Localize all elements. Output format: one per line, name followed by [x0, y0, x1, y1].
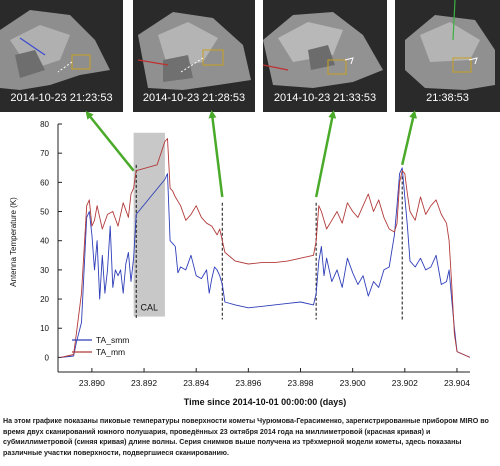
- y-axis-label: Antenna Temperature (K): [9, 197, 18, 287]
- y-tick-label: 40: [40, 237, 49, 246]
- thumbnail-4-timestamp: 21:38:53: [426, 92, 469, 104]
- pointer-arrow-2: [208, 110, 224, 198]
- legend-label-TA_smm: TA_smm: [96, 335, 129, 345]
- y-tick-label: 10: [40, 324, 49, 333]
- cal-region: [133, 132, 165, 317]
- x-axis-label: Time since 2014-10-01 00:00:00 (days): [184, 397, 346, 407]
- y-tick-label: 0: [45, 353, 50, 362]
- thumbnail-1-timestamp: 2014-10-23 21:23:53: [10, 92, 113, 104]
- y-tick-label: 60: [40, 178, 49, 187]
- legend-label-TA_mm: TA_mm: [96, 347, 125, 357]
- thumbnail-3: 2014-10-23 21:33:53: [263, 0, 387, 112]
- y-tick-label: 20: [40, 295, 49, 304]
- comet-image-4: [395, 0, 500, 112]
- comet-image-2: [133, 0, 255, 112]
- thumbnail-2-timestamp: 2014-10-23 21:28:53: [142, 92, 246, 104]
- series-TA_smm-line: [60, 167, 471, 358]
- thumbnail-1: 2014-10-23 21:23:53: [0, 0, 123, 112]
- x-tick-label: 23.890: [79, 378, 105, 388]
- y-tick-label: 70: [40, 149, 49, 158]
- pointer-arrow-1: [85, 110, 135, 172]
- x-tick-label: 23.892: [131, 378, 157, 388]
- x-tick-label: 23.898: [288, 378, 314, 388]
- cal-label: CAL: [141, 303, 159, 313]
- y-tick-label: 50: [40, 208, 49, 217]
- thumbnail-2: 2014-10-23 21:28:53: [133, 0, 255, 112]
- x-tick-label: 23.904: [444, 378, 470, 388]
- comet-image-1: [0, 0, 123, 112]
- x-tick-label: 23.894: [183, 378, 209, 388]
- x-tick-label: 23.900: [340, 378, 366, 388]
- figure-caption: На этом графике показаны пиковые темпера…: [3, 417, 489, 457]
- series-TA_mm-line: [60, 138, 471, 358]
- comet-image-3: [263, 0, 387, 112]
- x-tick-label: 23.902: [392, 378, 418, 388]
- pointer-arrow-3: [314, 110, 337, 198]
- x-tick-label: 23.896: [235, 378, 261, 388]
- thumbnail-4: 21:38:53: [395, 0, 500, 112]
- y-tick-label: 30: [40, 266, 49, 275]
- pointer-arrow-4: [400, 110, 417, 166]
- y-tick-label: 80: [40, 120, 49, 129]
- thumbnail-3-timestamp: 2014-10-23 21:33:53: [273, 92, 377, 104]
